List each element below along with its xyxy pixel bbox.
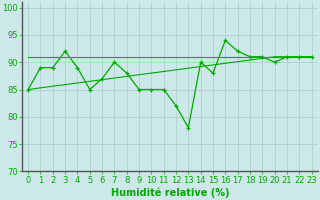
X-axis label: Humidité relative (%): Humidité relative (%) <box>111 187 229 198</box>
